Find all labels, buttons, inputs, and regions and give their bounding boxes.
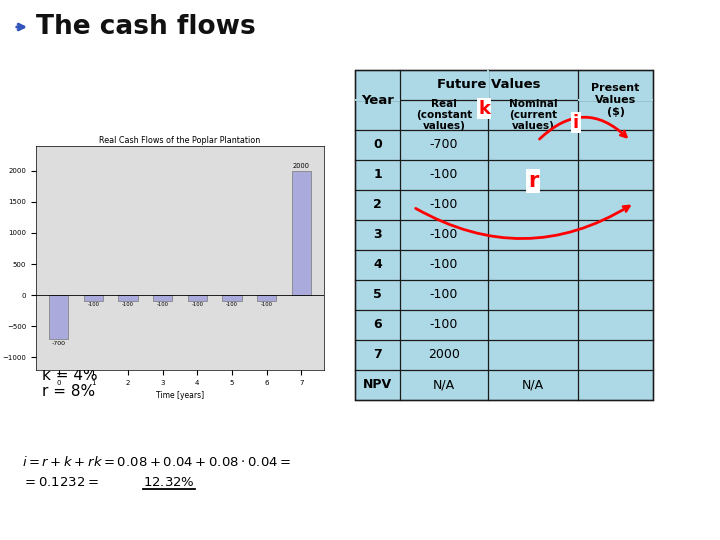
- Bar: [222, 295, 241, 301]
- Text: 7: 7: [373, 348, 382, 361]
- Text: -100: -100: [226, 302, 238, 307]
- Text: NPV: NPV: [363, 379, 392, 392]
- Bar: [49, 295, 68, 339]
- Text: 2: 2: [373, 199, 382, 212]
- Bar: [578, 99, 653, 101]
- Text: -100: -100: [261, 302, 273, 307]
- Text: -100: -100: [430, 199, 458, 212]
- Text: The cash flows: The cash flows: [36, 14, 256, 40]
- Bar: [188, 295, 207, 301]
- Text: 2000: 2000: [293, 164, 310, 170]
- Bar: [487, 70, 489, 100]
- Text: -100: -100: [430, 228, 458, 241]
- Text: -700: -700: [430, 138, 458, 152]
- Text: Present
Values
($): Present Values ($): [591, 83, 639, 117]
- Text: Nominal
(current
values): Nominal (current values): [509, 99, 557, 131]
- Text: k = 4%: k = 4%: [42, 368, 98, 382]
- Text: -100: -100: [122, 302, 134, 307]
- Text: Real
(constant
values): Real (constant values): [416, 99, 472, 131]
- Text: 5: 5: [373, 288, 382, 301]
- Text: 3: 3: [373, 228, 382, 241]
- Text: N/A: N/A: [522, 379, 544, 392]
- Text: -100: -100: [430, 288, 458, 301]
- Text: Year: Year: [361, 93, 394, 106]
- Text: $i = r + k + rk = 0.08 + 0.04 + 0.08 \cdot 0.04 =$: $i = r + k + rk = 0.08 + 0.04 + 0.08 \cd…: [22, 455, 291, 469]
- Bar: [355, 70, 653, 400]
- Bar: [84, 295, 103, 301]
- Text: 1: 1: [373, 168, 382, 181]
- Text: -100: -100: [87, 302, 99, 307]
- Title: Real Cash Flows of the Poplar Plantation: Real Cash Flows of the Poplar Plantation: [99, 136, 261, 145]
- Text: -100: -100: [157, 302, 168, 307]
- Text: 2000: 2000: [428, 348, 460, 361]
- Text: -100: -100: [192, 302, 203, 307]
- Bar: [153, 295, 172, 301]
- Text: -100: -100: [430, 319, 458, 332]
- Text: r: r: [528, 171, 538, 191]
- Text: 6: 6: [373, 319, 382, 332]
- Text: -700: -700: [52, 341, 66, 346]
- Text: r = 8%: r = 8%: [42, 384, 95, 400]
- Bar: [292, 171, 311, 295]
- Text: -100: -100: [430, 259, 458, 272]
- Text: $12.32\%$: $12.32\%$: [143, 476, 195, 489]
- Text: Future Values: Future Values: [437, 78, 541, 91]
- Text: 0: 0: [373, 138, 382, 152]
- Text: i: i: [573, 113, 579, 132]
- Text: 4: 4: [373, 259, 382, 272]
- Bar: [119, 295, 138, 301]
- X-axis label: Time [years]: Time [years]: [156, 391, 204, 400]
- Bar: [355, 99, 400, 101]
- Text: $= 0.1232 = $: $= 0.1232 = $: [22, 476, 99, 489]
- Text: -100: -100: [430, 168, 458, 181]
- Text: N/A: N/A: [433, 379, 455, 392]
- Text: k: k: [478, 99, 490, 118]
- Bar: [257, 295, 276, 301]
